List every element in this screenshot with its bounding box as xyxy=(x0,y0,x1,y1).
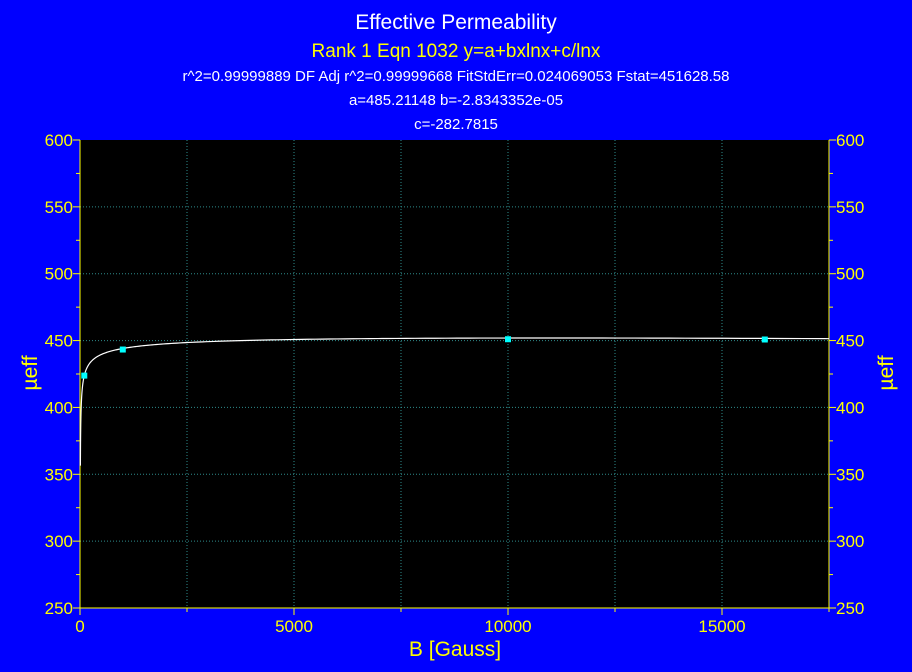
y-tick-label-right: 300 xyxy=(836,532,864,551)
y-tick-label-left: 300 xyxy=(45,532,73,551)
data-point xyxy=(119,346,126,353)
data-point xyxy=(505,336,511,343)
x-tick-label: 5000 xyxy=(275,617,313,636)
fit-params-line-2: c=-282.7815 xyxy=(414,116,498,133)
fit-curve xyxy=(79,337,830,466)
fit-stats: r^2=0.99999889 DF Adj r^2=0.99999668 Fit… xyxy=(183,68,730,85)
y-tick-label-right: 350 xyxy=(836,465,864,484)
chart-subtitle: Rank 1 Eqn 1032 y=a+bxlnx+c/lnx xyxy=(312,41,601,62)
fit-params-line-1: a=485.21148 b=-2.8343352e-05 xyxy=(349,92,563,109)
y-tick-label-right: 600 xyxy=(836,131,864,150)
x-axis-label: B [Gauss] xyxy=(409,638,501,661)
y-tick-label-right: 250 xyxy=(836,599,864,618)
y-tick-label-left: 500 xyxy=(45,265,73,284)
grid-lines xyxy=(80,140,829,608)
y-tick-label-right: 400 xyxy=(836,398,864,417)
x-tick-label: 15000 xyxy=(698,617,745,636)
axes xyxy=(73,139,836,615)
y-tick-label-left: 250 xyxy=(45,599,73,618)
y-tick-label-left: 600 xyxy=(45,131,73,150)
data-point xyxy=(761,336,768,343)
y-tick-label-right: 450 xyxy=(836,332,864,351)
data-point xyxy=(81,372,88,379)
x-tick-label: 10000 xyxy=(484,617,531,636)
tick-labels: 0 5000 10000 15000 250 250 300 300 350 350 400 400 4… xyxy=(45,131,865,636)
y-tick-label-right: 550 xyxy=(836,198,864,217)
y-tick-label-left: 450 xyxy=(45,332,73,351)
y-tick-label-left: 550 xyxy=(45,198,73,217)
plot-area xyxy=(80,140,829,608)
y-tick-label-left: 350 xyxy=(45,465,73,484)
x-tick-label: 0 xyxy=(75,617,84,636)
y-tick-label-left: 400 xyxy=(45,398,73,417)
y-axis-label-right: µeff xyxy=(875,355,898,390)
chart-title: Effective Permeability xyxy=(355,11,557,34)
data-series xyxy=(79,336,830,466)
y-axis-label-left: µeff xyxy=(19,355,42,390)
y-tick-label-right: 500 xyxy=(836,265,864,284)
